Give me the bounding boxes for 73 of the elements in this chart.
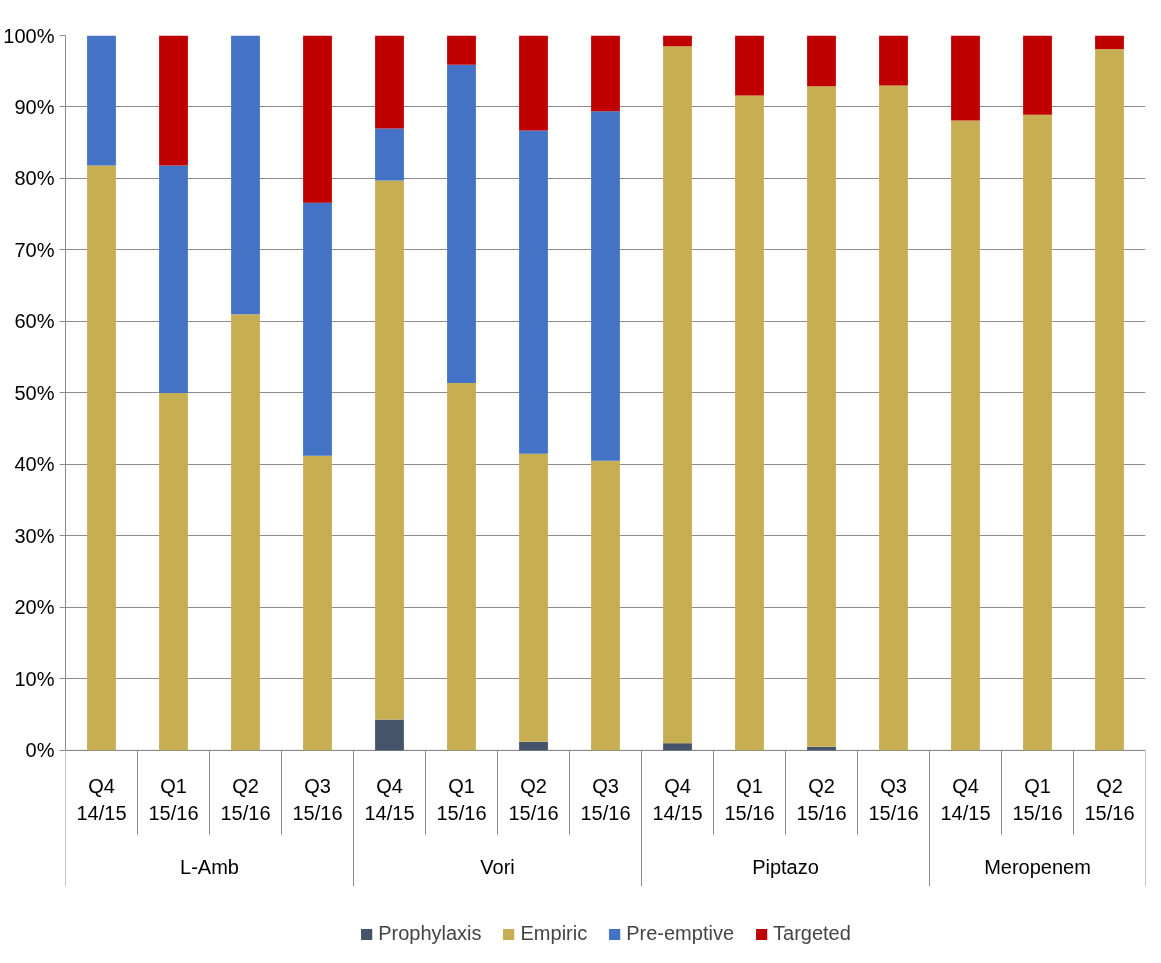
bar	[231, 314, 260, 751]
x-tick-label: Q4 14/15	[364, 774, 415, 825]
bar	[159, 165, 188, 393]
legend-label: Empiric	[520, 922, 588, 945]
bar	[879, 85, 908, 751]
y-tick-label: 90%	[14, 95, 55, 118]
bar	[1023, 35, 1052, 115]
text: L-Amb	[180, 855, 239, 878]
x-tick-label: Q4 14/15	[940, 774, 991, 825]
bar	[1095, 35, 1124, 50]
y-tick-label: 0%	[25, 739, 55, 762]
bar	[591, 460, 620, 751]
bar	[663, 743, 692, 751]
text: Meropenem	[984, 855, 1091, 878]
text: Vori	[480, 855, 515, 878]
bar	[303, 455, 332, 751]
bar	[519, 453, 548, 742]
bar	[879, 35, 908, 86]
y-tick-label: 30%	[14, 524, 55, 547]
x-tick-label: Q2 15/16	[220, 774, 271, 825]
x-tick-label: Q3 15/16	[580, 774, 631, 825]
bar	[1023, 114, 1052, 751]
bar	[735, 35, 764, 96]
bar	[159, 392, 188, 751]
x-tick-label: Q3 15/16	[868, 774, 919, 825]
bar	[87, 165, 116, 751]
x-tick-label: Q4 14/15	[652, 774, 703, 825]
bar	[951, 120, 980, 751]
bar	[375, 128, 404, 181]
bar	[303, 35, 332, 203]
y-tick-label: 10%	[14, 667, 55, 690]
x-tick-label: Q4 14/15	[76, 774, 127, 825]
bar	[663, 35, 692, 47]
bar	[519, 741, 548, 751]
x-tick-label: Q2 15/16	[508, 774, 559, 825]
y-tick-label: 60%	[14, 310, 55, 333]
bar	[591, 35, 620, 112]
x-tick-label: Q1 15/16	[1012, 774, 1063, 825]
bar	[663, 46, 692, 744]
y-tick-label: 20%	[14, 596, 55, 619]
x-tick-label: Q2 15/16	[1084, 774, 1135, 825]
bar	[807, 35, 836, 87]
bar	[447, 382, 476, 751]
y-tick-label: 40%	[14, 453, 55, 476]
x-tick-label: Q1 15/16	[724, 774, 775, 825]
bar	[447, 64, 476, 383]
bar	[591, 111, 620, 461]
x-tick-label: Q2 15/16	[796, 774, 847, 825]
legend-label: Pre-emptive	[626, 922, 735, 945]
x-tick-label: Q3 15/16	[292, 774, 343, 825]
bar	[231, 35, 260, 315]
x-tick-label: Q1 15/16	[436, 774, 487, 825]
y-tick-label: 50%	[14, 381, 55, 404]
bar	[735, 95, 764, 751]
bar	[519, 130, 548, 454]
text: Piptazo	[752, 855, 819, 878]
y-tick-label: 80%	[14, 167, 55, 190]
bar	[1095, 49, 1124, 751]
bar	[375, 35, 404, 129]
legend-label: Prophylaxis	[378, 922, 482, 945]
legend-label: Targeted	[773, 922, 851, 945]
bar	[303, 202, 332, 456]
y-tick-label: 70%	[14, 238, 55, 261]
bar	[375, 180, 404, 720]
bar	[375, 719, 404, 751]
bar	[87, 35, 116, 166]
bar	[807, 86, 836, 747]
bar	[447, 35, 476, 65]
bar	[159, 35, 188, 166]
x-tick-label: Q1 15/16	[148, 774, 199, 825]
bar	[519, 35, 548, 131]
y-tick-label: 100%	[3, 24, 55, 47]
bar	[951, 35, 980, 121]
